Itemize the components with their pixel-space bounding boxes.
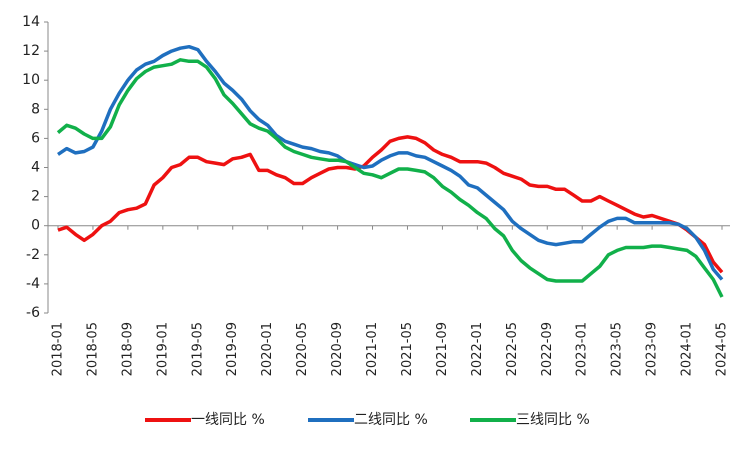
x-tick-label: 2022-05 <box>505 322 520 376</box>
x-tick-label: 2022-09 <box>540 322 555 376</box>
legend-label: 二线同比 % <box>354 412 428 428</box>
y-tick-label: 4 <box>31 160 40 176</box>
x-tick-label: 2023-09 <box>645 322 660 376</box>
x-tick-label: 2022-01 <box>470 322 485 376</box>
x-tick-label: 2021-05 <box>400 322 415 376</box>
y-tick-label: 12 <box>22 43 40 59</box>
x-tick-label: 2018-09 <box>120 322 135 376</box>
x-tick-label: 2020-09 <box>330 322 345 376</box>
y-tick-label: -2 <box>26 247 40 263</box>
x-tick-label: 2020-01 <box>260 322 275 376</box>
series-line <box>57 135 724 274</box>
y-tick-label: 0 <box>31 218 40 234</box>
x-tick-label: 2024-05 <box>715 322 730 376</box>
legend-label: 一线同比 % <box>191 412 265 428</box>
x-tick-label: 2019-05 <box>190 322 205 376</box>
x-tick-label: 2023-05 <box>610 322 625 376</box>
y-tick-label: 6 <box>31 130 40 146</box>
x-tick-label: 2021-09 <box>435 322 450 376</box>
series-line <box>56 58 724 298</box>
x-tick-label: 2019-01 <box>155 322 170 376</box>
x-tick-label: 2019-09 <box>225 322 240 376</box>
y-tick-label: 10 <box>22 72 40 88</box>
series-line <box>57 44 724 281</box>
y-tick-label: 2 <box>31 189 40 205</box>
x-tick-label: 2021-01 <box>365 322 380 376</box>
x-tick-label: 2023-01 <box>575 322 590 376</box>
x-tick-label: 2018-05 <box>85 322 100 376</box>
y-tick-label: 8 <box>31 101 40 117</box>
x-tick-label: 2024-01 <box>680 322 695 376</box>
x-tick-label: 2018-01 <box>51 322 66 376</box>
x-tick-label: 2020-05 <box>295 322 310 376</box>
y-tick-label: -4 <box>26 276 40 292</box>
y-tick-label: -6 <box>26 305 40 321</box>
y-tick-label: 14 <box>22 14 40 30</box>
legend-label: 三线同比 % <box>516 412 590 428</box>
